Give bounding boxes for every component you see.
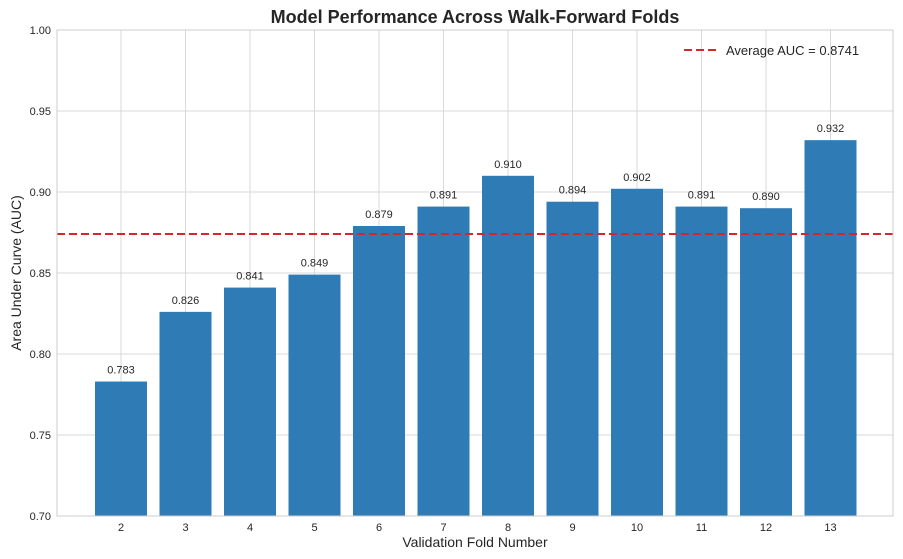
bar-fold-8: [482, 175, 534, 517]
plot-frame: [56, 29, 894, 517]
y-tick-label: 0.90: [30, 187, 51, 199]
bar-value-label: 0.826: [172, 295, 200, 307]
bar-fold-6: [353, 226, 405, 516]
bar-value-label: 0.902: [623, 172, 651, 184]
x-tick-label: 5: [311, 522, 317, 534]
x-tick-label: 3: [182, 522, 188, 534]
bar-value-label: 0.932: [817, 123, 845, 135]
x-tick-label: 4: [247, 522, 253, 534]
bar-value-label: 0.891: [688, 190, 716, 202]
bar-fold-2: [95, 381, 147, 516]
y-axis-label: Area Under Curve (AUC): [8, 195, 24, 351]
y-tick-label: 0.70: [30, 511, 51, 523]
bar-fold-3: [159, 311, 212, 516]
x-tick-label: 7: [440, 522, 446, 534]
bar-value-label: 0.783: [107, 365, 135, 377]
x-axis-label: Validation Fold Number: [402, 534, 548, 550]
bar-value-label: 0.894: [559, 185, 587, 197]
x-tick-label: 2: [118, 522, 124, 534]
bar-value-label: 0.879: [365, 209, 393, 221]
x-tick-label: 6: [376, 522, 382, 534]
legend: Average AUC = 0.8741: [684, 43, 859, 58]
y-tick-label: 0.85: [30, 268, 51, 280]
bar-fold-7: [417, 206, 470, 516]
y-tick-label: 0.95: [30, 106, 51, 118]
x-tick-label: 9: [569, 522, 575, 534]
tick-labels: 0.70 0.75 0.80 0.85 0.90 0.95 1.00 2 3 4 5 6 7 8 9 10 11…: [30, 25, 837, 534]
bar-fold-5: [288, 274, 341, 516]
bar-value-label: 0.890: [752, 191, 780, 203]
bar-fold-12: [740, 208, 792, 516]
bar-value-label: 0.891: [430, 190, 458, 202]
bar-fold-11: [675, 206, 728, 516]
y-tick-label: 0.80: [30, 349, 51, 361]
bar-fold-4: [224, 287, 276, 516]
bar-value-label: 0.910: [494, 159, 522, 171]
bar-fold-10: [611, 188, 663, 516]
x-tick-label: 12: [760, 522, 772, 534]
x-tick-label: 8: [505, 522, 511, 534]
legend-entry-label: Average AUC = 0.8741: [726, 43, 859, 58]
y-tick-label: 0.75: [30, 430, 51, 442]
bar-value-label: 0.841: [236, 271, 264, 283]
chart-title: Model Performance Across Walk-Forward Fo…: [271, 7, 680, 27]
x-tick-label: 10: [631, 522, 643, 534]
x-tick-label: 13: [824, 522, 836, 534]
data-labels: 0.783 0.826 0.841 0.849 0.879 0.891 0.910 0.894…: [107, 123, 844, 376]
bar-fold-9: [546, 201, 599, 516]
bars: [95, 140, 857, 517]
x-tick-label: 11: [696, 522, 707, 534]
bar-value-label: 0.849: [301, 258, 329, 270]
bar-fold-13: [804, 140, 857, 516]
y-tick-label: 1.00: [30, 25, 51, 37]
